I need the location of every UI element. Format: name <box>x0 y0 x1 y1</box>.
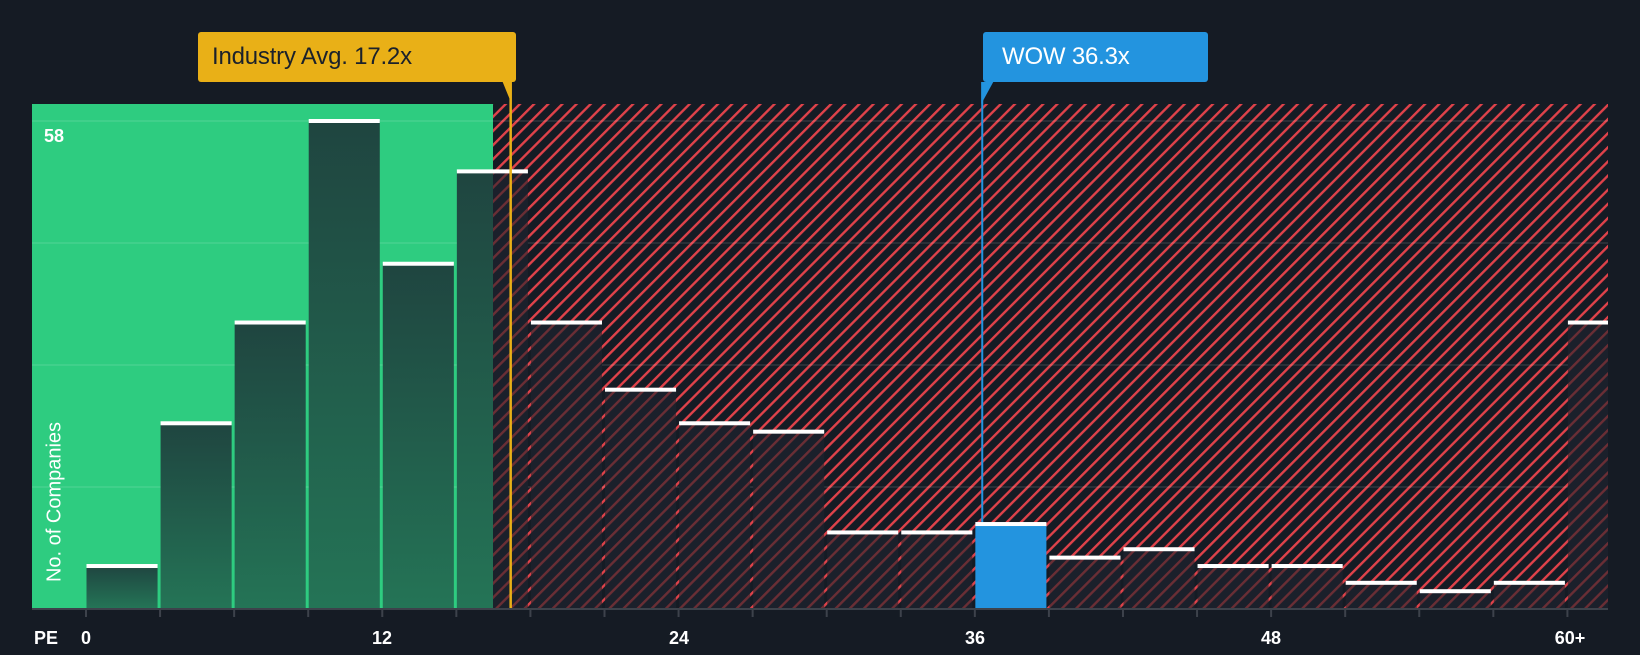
industry-callout-pointer <box>502 82 512 104</box>
bar-top-marker <box>1419 589 1491 594</box>
x-tick-label: 36 <box>964 628 986 648</box>
industry-average-callout: Industry Avg. 17.2x <box>198 32 516 82</box>
x-tick-label: 12 <box>371 628 393 648</box>
x-tick-label: 0 <box>80 628 92 648</box>
histogram-bar <box>456 171 493 608</box>
bar-top-marker <box>1567 320 1608 325</box>
histogram-bar <box>1049 557 1121 608</box>
histogram-bar <box>975 524 1047 608</box>
x-tick-label: 24 <box>668 628 690 648</box>
bar-top-marker <box>456 169 528 174</box>
bar-top-marker <box>1049 555 1121 560</box>
y-axis-title: No. of Companies <box>43 421 66 583</box>
bar-top-marker <box>530 320 602 325</box>
histogram-bar <box>1419 591 1491 608</box>
histogram-bar <box>234 322 306 608</box>
bar-top-marker <box>86 564 158 569</box>
histogram-bar <box>86 566 158 608</box>
bar-top-marker <box>827 530 899 535</box>
histogram-bar <box>604 389 677 608</box>
x-tick-label: 48 <box>1260 628 1282 648</box>
company-pe-label: WOW 36.3x <box>1002 43 1130 70</box>
bar-top-marker <box>160 421 232 426</box>
bar-top-marker <box>1197 564 1269 569</box>
bar-top-marker <box>382 261 454 266</box>
histogram-bar <box>1345 582 1417 608</box>
company-callout-pointer <box>981 82 994 104</box>
bar-top-marker <box>1493 580 1565 585</box>
histogram-bar <box>308 121 380 608</box>
bar-top-marker <box>604 387 677 392</box>
histogram-bar <box>827 532 899 608</box>
histogram-bar <box>1493 582 1565 608</box>
histogram-bar <box>382 263 454 608</box>
histogram-bar <box>1567 322 1608 608</box>
bar-top-marker <box>234 320 306 325</box>
bar-top-marker <box>308 119 380 123</box>
bar-top-marker <box>679 421 751 426</box>
histogram-bar <box>753 431 825 608</box>
histogram-bar <box>679 423 751 608</box>
above-average-region <box>493 104 1608 608</box>
bar-top-marker <box>975 522 1047 527</box>
histogram-bar <box>1123 549 1195 608</box>
company-pe-callout: WOW 36.3x <box>983 32 1208 82</box>
bar-top-marker <box>1345 580 1417 585</box>
histogram-bar <box>1271 566 1343 608</box>
bar-top-marker <box>1123 547 1195 552</box>
industry-average-label: Industry Avg. 17.2x <box>212 43 412 70</box>
histogram-bar <box>901 532 973 608</box>
x-axis-name: PE <box>34 628 59 648</box>
histogram-bar <box>1197 566 1269 608</box>
x-tick-label: 60+ <box>1554 628 1586 648</box>
bar-top-marker <box>753 429 825 434</box>
bar-top-marker <box>1271 564 1343 569</box>
bar-top-marker <box>901 530 973 535</box>
y-axis-max-label: 58 <box>44 126 65 146</box>
histogram-bar <box>160 423 232 608</box>
histogram-bar <box>530 322 602 608</box>
